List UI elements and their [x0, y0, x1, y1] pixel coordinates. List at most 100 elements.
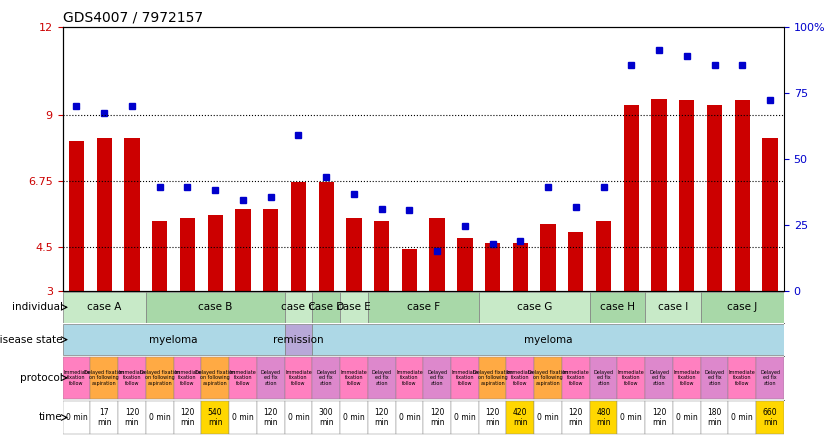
FancyBboxPatch shape [257, 400, 284, 434]
FancyBboxPatch shape [284, 324, 312, 355]
FancyBboxPatch shape [701, 292, 784, 323]
Bar [180, 218, 195, 291]
Text: Immediate
fixation
follow: Immediate fixation follow [507, 369, 534, 386]
Bar [513, 242, 528, 291]
FancyBboxPatch shape [728, 400, 756, 434]
FancyBboxPatch shape [146, 400, 173, 434]
Bar [346, 218, 361, 291]
FancyBboxPatch shape [479, 292, 590, 323]
Text: 120
min: 120 min [652, 408, 666, 427]
FancyBboxPatch shape [423, 357, 451, 399]
FancyBboxPatch shape [201, 357, 229, 399]
Text: 0 min: 0 min [454, 413, 475, 422]
Bar [235, 209, 250, 291]
FancyBboxPatch shape [340, 292, 368, 323]
Bar [540, 223, 555, 291]
Text: Immediate
fixation
follow: Immediate fixation follow [451, 369, 478, 386]
FancyBboxPatch shape [646, 357, 673, 399]
Text: Delayed
ed fix
ation: Delayed ed fix ation [427, 369, 447, 386]
FancyBboxPatch shape [229, 357, 257, 399]
Text: protocol: protocol [20, 373, 63, 383]
Bar [762, 139, 778, 291]
FancyBboxPatch shape [728, 357, 756, 399]
Text: Immediate
fixation
follow: Immediate fixation follow [618, 369, 645, 386]
Text: case F: case F [407, 302, 440, 312]
Text: 0 min: 0 min [343, 413, 364, 422]
FancyBboxPatch shape [63, 292, 146, 323]
FancyBboxPatch shape [340, 400, 368, 434]
Text: Immediate
fixation
follow: Immediate fixation follow [63, 369, 90, 386]
Text: remission: remission [273, 335, 324, 345]
FancyBboxPatch shape [90, 357, 118, 399]
Text: 120
min: 120 min [264, 408, 278, 427]
Text: Immediate
fixation
follow: Immediate fixation follow [174, 369, 201, 386]
Bar [208, 215, 223, 291]
Text: 120
min: 120 min [124, 408, 139, 427]
FancyBboxPatch shape [284, 292, 312, 323]
Text: case B: case B [198, 302, 233, 312]
FancyBboxPatch shape [173, 357, 201, 399]
Bar [568, 232, 584, 291]
FancyBboxPatch shape [90, 400, 118, 434]
FancyBboxPatch shape [395, 357, 423, 399]
FancyBboxPatch shape [284, 400, 312, 434]
Bar [263, 209, 279, 291]
Bar [68, 141, 84, 291]
FancyBboxPatch shape [701, 400, 728, 434]
FancyBboxPatch shape [479, 357, 506, 399]
FancyBboxPatch shape [562, 357, 590, 399]
Bar [124, 139, 139, 291]
FancyBboxPatch shape [646, 292, 701, 323]
FancyBboxPatch shape [340, 357, 368, 399]
Text: GDS4007 / 7972157: GDS4007 / 7972157 [63, 10, 203, 24]
Text: Delayed
ed fix
ation: Delayed ed fix ation [316, 369, 336, 386]
Text: disease state: disease state [0, 335, 63, 345]
FancyBboxPatch shape [63, 357, 90, 399]
Text: myeloma: myeloma [149, 335, 198, 345]
Bar [679, 100, 695, 291]
Text: case E: case E [337, 302, 371, 312]
FancyBboxPatch shape [562, 400, 590, 434]
Text: Immediate
fixation
follow: Immediate fixation follow [285, 369, 312, 386]
Text: 120
min: 120 min [430, 408, 445, 427]
Text: time: time [39, 412, 63, 423]
Text: 480
min: 480 min [596, 408, 610, 427]
FancyBboxPatch shape [257, 357, 284, 399]
Text: 17
min: 17 min [97, 408, 112, 427]
Text: 120
min: 120 min [485, 408, 500, 427]
Text: 120
min: 120 min [374, 408, 389, 427]
Bar [430, 218, 445, 291]
Text: 120
min: 120 min [180, 408, 194, 427]
Bar [707, 104, 722, 291]
FancyBboxPatch shape [701, 357, 728, 399]
Text: Immediate
fixation
follow: Immediate fixation follow [562, 369, 590, 386]
Text: Immediate
fixation
follow: Immediate fixation follow [229, 369, 256, 386]
Bar [152, 221, 168, 291]
Text: Immediate
fixation
follow: Immediate fixation follow [118, 369, 145, 386]
Text: Immediate
fixation
follow: Immediate fixation follow [340, 369, 367, 386]
Text: 180
min: 180 min [707, 408, 722, 427]
FancyBboxPatch shape [146, 357, 173, 399]
FancyBboxPatch shape [312, 400, 340, 434]
Text: Delayed
ed fix
ation: Delayed ed fix ation [705, 369, 725, 386]
Text: case D: case D [309, 302, 344, 312]
Bar [97, 139, 112, 291]
Text: Immediate
fixation
follow: Immediate fixation follow [729, 369, 756, 386]
Text: Delayed
ed fix
ation: Delayed ed fix ation [594, 369, 614, 386]
FancyBboxPatch shape [395, 400, 423, 434]
Bar [651, 99, 666, 291]
FancyBboxPatch shape [312, 324, 784, 355]
Text: Delayed
ed fix
ation: Delayed ed fix ation [760, 369, 780, 386]
Text: 300
min: 300 min [319, 408, 334, 427]
Bar [291, 182, 306, 291]
Text: Delayed fixation
on following
aspiration: Delayed fixation on following aspiration [195, 369, 235, 386]
Text: 0 min: 0 min [731, 413, 753, 422]
FancyBboxPatch shape [506, 400, 535, 434]
FancyBboxPatch shape [173, 400, 201, 434]
FancyBboxPatch shape [756, 357, 784, 399]
FancyBboxPatch shape [368, 357, 395, 399]
FancyBboxPatch shape [590, 357, 617, 399]
Bar [624, 104, 639, 291]
Text: 0 min: 0 min [288, 413, 309, 422]
Text: case I: case I [658, 302, 688, 312]
